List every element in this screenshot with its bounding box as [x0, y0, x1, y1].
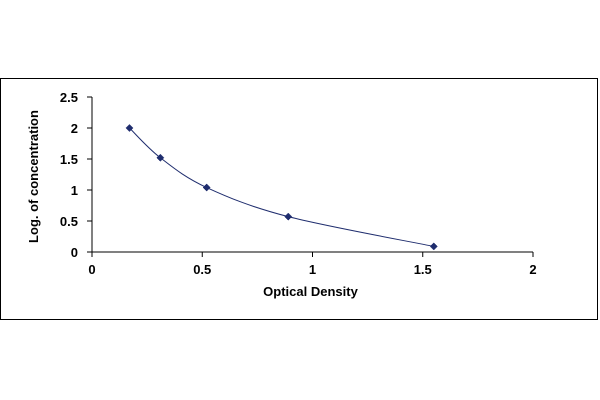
data-point [202, 183, 211, 192]
y-tick-label: 2 [71, 121, 78, 136]
x-tick-label: 2 [529, 262, 536, 277]
trendline [129, 127, 434, 247]
x-tick-label: 0.5 [193, 262, 211, 277]
y-tick-label: 1.5 [60, 152, 78, 167]
y-axis-title: Log. of concentration [26, 110, 41, 243]
y-tick-label: 1 [71, 183, 78, 198]
axes [91, 97, 533, 253]
y-tick-label: 2.5 [60, 90, 78, 105]
chart-frame [0, 78, 598, 320]
data-point [429, 242, 438, 251]
trendline-layer [129, 127, 434, 247]
x-tick-label: 1 [309, 262, 316, 277]
data-point [125, 124, 134, 132]
ticks: 0 0.5 1 1.5 2 0 0.5 1 1.5 2 2.5 [60, 90, 537, 277]
data-point [284, 212, 293, 221]
x-tick-label: 0 [88, 262, 95, 277]
x-tick-label: 1.5 [414, 262, 432, 277]
y-tick-label: 0 [71, 245, 78, 260]
data-point [156, 153, 165, 162]
points-layer [125, 124, 438, 251]
x-axis-title: Optical Density [263, 284, 358, 299]
y-tick-label: 0.5 [60, 214, 78, 229]
